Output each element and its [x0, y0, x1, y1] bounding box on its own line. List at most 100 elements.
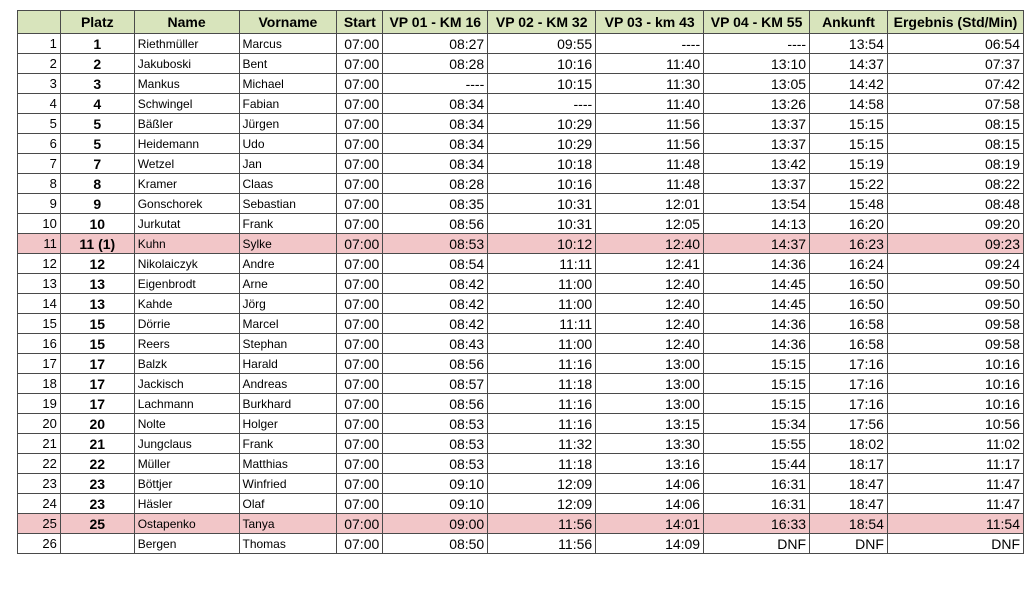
cell-start: 07:00: [336, 153, 384, 174]
table-row: 6 5 Heidemann Udo 07:00 08:34 10:29 11:56 13:37 1…: [17, 133, 1024, 154]
cell-start: 07:00: [336, 433, 384, 454]
cell-vp1: 08:53: [382, 413, 489, 434]
cell-row: 14: [17, 293, 61, 314]
cell-ankunft: 18:02: [809, 433, 888, 454]
cell-vp1: 08:27: [382, 33, 489, 54]
cell-platz: 23: [59, 493, 135, 514]
cell-vp3: 11:30: [595, 73, 705, 94]
cell-platz: 12: [59, 253, 135, 274]
table-row: 2 2 Jakuboski Bent 07:00 08:28 10:16 11:40 13:10…: [17, 53, 1024, 74]
cell-vp2: ----: [487, 93, 597, 114]
cell-vp3: 13:00: [595, 353, 705, 374]
cell-vp1: 08:34: [382, 133, 489, 154]
table-row: 17 17 Balzk Harald 07:00 08:56 11:16 13:00 15:15…: [17, 353, 1024, 374]
cell-vp3: 14:06: [595, 473, 705, 494]
cell-row: 2: [17, 53, 61, 74]
cell-vp3: 12:40: [595, 313, 705, 334]
cell-ergebnis: 09:50: [886, 273, 1024, 294]
table-row: 23 23 Böttjer Winfried 07:00 09:10 12:09 14:06 1…: [17, 473, 1024, 494]
table-row: 26 Bergen Thomas 07:00 08:50 11:56 14:09 DNF DNF…: [17, 533, 1024, 554]
cell-row: 21: [17, 433, 61, 454]
header-rownum: [17, 10, 61, 34]
cell-vp1: ----: [382, 73, 489, 94]
cell-vp3: 11:56: [595, 133, 705, 154]
cell-vp4: 13:37: [703, 173, 811, 194]
cell-vp2: 11:18: [487, 453, 597, 474]
cell-vp2: 11:56: [487, 513, 597, 534]
cell-row: 8: [17, 173, 61, 194]
cell-platz: 25: [59, 513, 135, 534]
cell-platz: 23: [59, 473, 135, 494]
cell-vorname: Jan: [238, 153, 338, 174]
cell-ergebnis: 10:16: [886, 373, 1024, 394]
cell-vp4: 15:15: [703, 373, 811, 394]
cell-vp1: 08:57: [382, 373, 489, 394]
cell-name: Riethmüller: [133, 33, 240, 54]
cell-ergebnis: 10:16: [886, 393, 1024, 414]
cell-row: 10: [17, 213, 61, 234]
cell-vorname: Sylke: [238, 233, 338, 254]
cell-name: Schwingel: [133, 93, 240, 114]
cell-vp1: 08:53: [382, 433, 489, 454]
cell-ergebnis: 11:54: [886, 513, 1024, 534]
header-ankunft: Ankunft: [809, 10, 888, 34]
cell-vp2: 11:11: [487, 313, 597, 334]
cell-vp4: 13:05: [703, 73, 811, 94]
cell-start: 07:00: [336, 513, 384, 534]
cell-name: Nikolaiczyk: [133, 253, 240, 274]
cell-vp2: 11:32: [487, 433, 597, 454]
cell-vp4: 16:31: [703, 473, 811, 494]
cell-ankunft: 18:54: [809, 513, 888, 534]
cell-start: 07:00: [336, 213, 384, 234]
cell-vp4: 13:37: [703, 113, 811, 134]
cell-vp3: 11:40: [595, 53, 705, 74]
cell-row: 25: [17, 513, 61, 534]
cell-vp3: ----: [595, 33, 705, 54]
cell-platz: 10: [59, 213, 135, 234]
cell-ankunft: 18:17: [809, 453, 888, 474]
cell-start: 07:00: [336, 473, 384, 494]
cell-start: 07:00: [336, 113, 384, 134]
cell-name: Jackisch: [133, 373, 240, 394]
cell-vp1: 09:10: [382, 493, 489, 514]
cell-platz: 17: [59, 373, 135, 394]
cell-name: Reers: [133, 333, 240, 354]
cell-vp4: 16:31: [703, 493, 811, 514]
cell-ankunft: 17:16: [809, 373, 888, 394]
cell-ergebnis: 08:22: [886, 173, 1024, 194]
cell-name: Dörrie: [133, 313, 240, 334]
cell-ankunft: 16:24: [809, 253, 888, 274]
cell-vp4: 15:55: [703, 433, 811, 454]
cell-vp4: 16:33: [703, 513, 811, 534]
table-row: 8 8 Kramer Claas 07:00 08:28 10:16 11:48 13:37 15…: [17, 173, 1024, 194]
cell-ankunft: 17:16: [809, 353, 888, 374]
cell-vp4: 15:15: [703, 393, 811, 414]
cell-vp4: 13:42: [703, 153, 811, 174]
cell-platz: 5: [59, 113, 135, 134]
cell-vp3: 11:48: [595, 173, 705, 194]
cell-ergebnis: 11:47: [886, 473, 1024, 494]
cell-vorname: Frank: [238, 213, 338, 234]
cell-start: 07:00: [336, 53, 384, 74]
cell-start: 07:00: [336, 393, 384, 414]
cell-name: Heidemann: [133, 133, 240, 154]
cell-ankunft: 13:54: [809, 33, 888, 54]
cell-vp2: 11:11: [487, 253, 597, 274]
cell-vp3: 12:40: [595, 233, 705, 254]
cell-vp3: 13:16: [595, 453, 705, 474]
cell-ankunft: 15:15: [809, 133, 888, 154]
table-row: 13 13 Eigenbrodt Arne 07:00 08:42 11:00 12:40 14…: [17, 273, 1024, 294]
cell-start: 07:00: [336, 33, 384, 54]
cell-start: 07:00: [336, 413, 384, 434]
cell-ergebnis: 07:58: [886, 93, 1024, 114]
cell-row: 11: [17, 233, 61, 254]
cell-start: 07:00: [336, 493, 384, 514]
cell-vp2: 11:16: [487, 393, 597, 414]
cell-platz: [59, 533, 135, 554]
cell-vp4: 15:15: [703, 353, 811, 374]
cell-name: Jungclaus: [133, 433, 240, 454]
cell-vp1: 08:42: [382, 273, 489, 294]
cell-vorname: Holger: [238, 413, 338, 434]
table-row: 11 11 (1) Kuhn Sylke 07:00 08:53 10:12 12:40 14:…: [17, 233, 1024, 254]
header-vp02: VP 02 - KM 32: [487, 10, 597, 34]
